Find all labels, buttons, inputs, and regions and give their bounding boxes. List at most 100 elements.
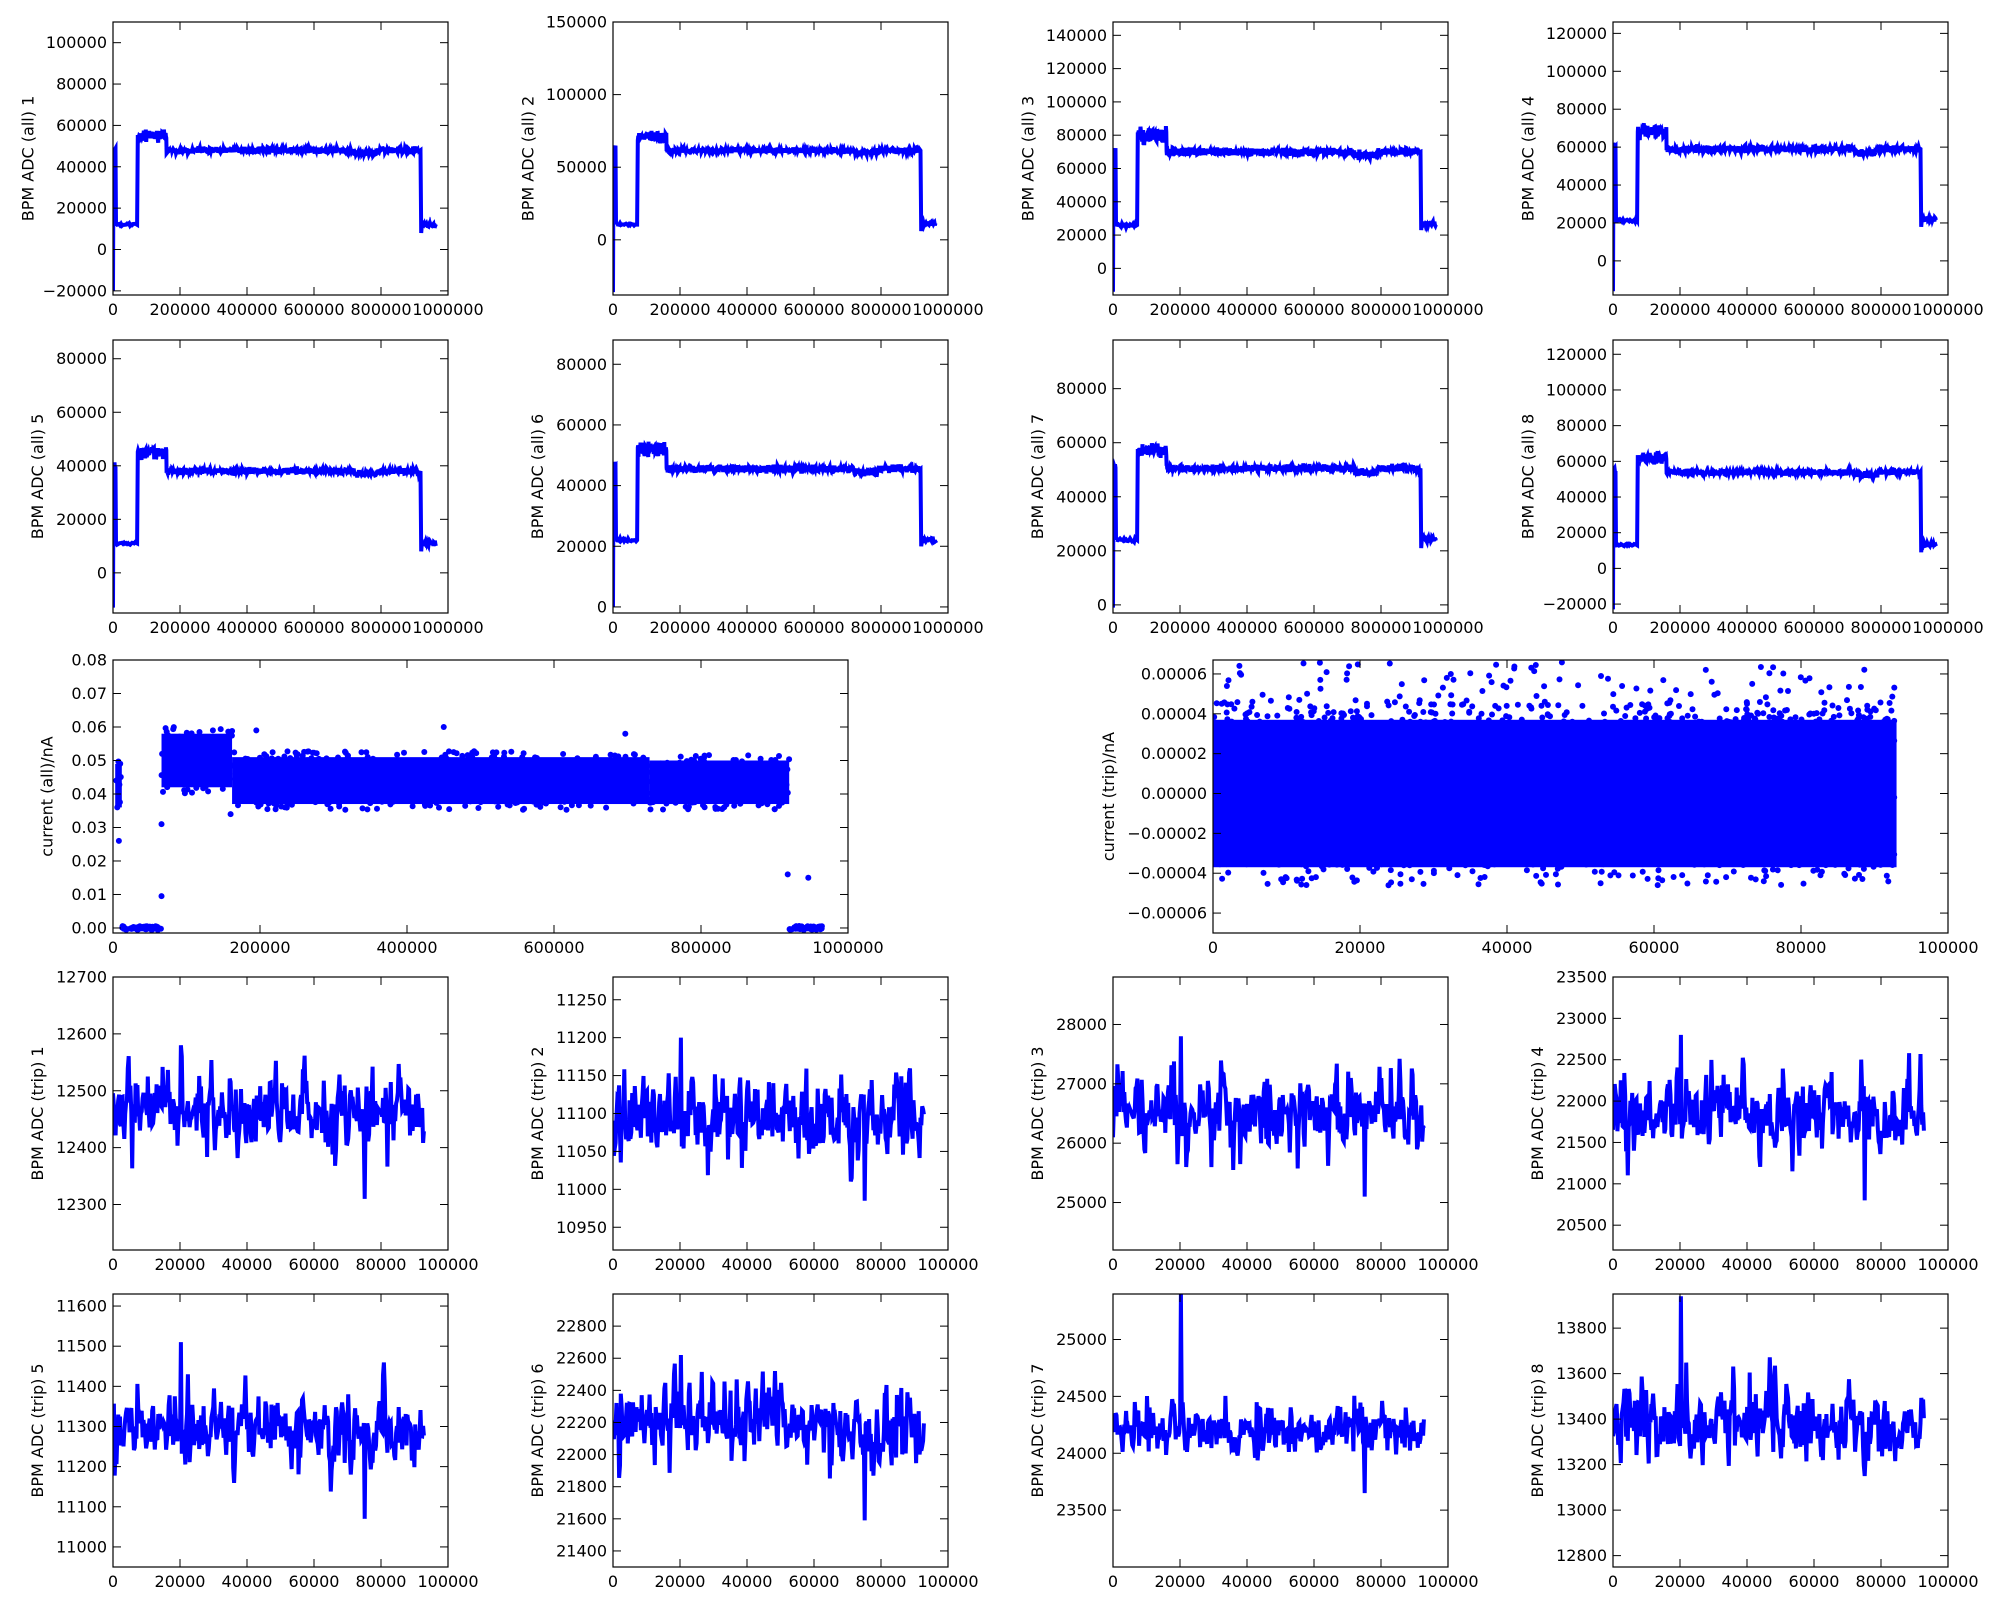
scatter-point	[1741, 726, 1748, 733]
scatter-point	[1213, 714, 1218, 720]
scatter-point	[1575, 682, 1582, 689]
scatter-point	[1391, 815, 1398, 822]
x-tick-label: 1000000	[912, 300, 983, 319]
x-tick-label: 1000000	[1912, 618, 1983, 637]
scatter-point	[1439, 684, 1446, 691]
scatter-point	[1303, 882, 1310, 888]
scatter-point	[1296, 696, 1303, 703]
scatter-point	[1263, 806, 1270, 813]
scatter-point	[1294, 877, 1300, 884]
scatter-point	[1517, 812, 1524, 819]
x-tick-label: 0	[108, 1572, 118, 1591]
scatter-point	[1644, 705, 1651, 712]
scatter-point	[143, 926, 150, 933]
scatter-point	[1272, 720, 1279, 727]
scatter-point	[1407, 718, 1414, 725]
scatter-point	[1221, 731, 1228, 738]
x-tick-label: 1000000	[812, 938, 883, 957]
scatter-point	[466, 772, 473, 779]
scatter-point	[1246, 747, 1253, 754]
scatter-point	[1766, 764, 1773, 771]
scatter-point	[1664, 700, 1671, 707]
scatter-point	[1656, 842, 1663, 849]
scatter-point	[407, 796, 414, 803]
x-tick-label: 20000	[1155, 1572, 1206, 1591]
axes-frame	[1112, 1293, 1449, 1568]
scatter-point	[404, 769, 411, 776]
scatter-point	[1632, 856, 1639, 863]
scatter-point	[1585, 759, 1592, 766]
scatter-point	[686, 774, 693, 781]
scatter-point	[1334, 853, 1341, 860]
scatter-point	[1616, 755, 1623, 762]
series-line	[113, 442, 438, 608]
scatter-point	[698, 796, 705, 803]
plot-area	[1613, 1034, 1926, 1201]
scatter-point	[1408, 766, 1415, 773]
x-tick-label: 800000	[350, 618, 411, 637]
scatter-point	[1749, 680, 1756, 687]
scatter-point	[1304, 690, 1311, 697]
scatter-point	[208, 738, 215, 744]
scatter-point	[684, 759, 691, 766]
series-line	[613, 1354, 926, 1521]
y-tick-label: 13400	[1556, 1410, 1607, 1429]
scatter-point	[268, 755, 275, 762]
scatter-point	[1385, 882, 1392, 889]
scatter-point	[1713, 878, 1720, 885]
scatter-point	[1605, 675, 1611, 682]
scatter-point	[1773, 722, 1780, 729]
scatter-point	[1562, 858, 1569, 865]
scatter-point	[247, 787, 254, 794]
scatter-point	[590, 762, 597, 768]
scatter-point	[1466, 709, 1473, 716]
scatter-point	[1453, 764, 1460, 770]
x-tick-label: 60000	[1629, 938, 1680, 957]
y-tick-label: 22400	[556, 1381, 607, 1400]
y-axis-label: BPM ADC (trip) 1	[28, 1046, 47, 1180]
scatter-point	[1874, 809, 1881, 816]
scatter-point	[1668, 845, 1675, 852]
scatter-point	[1821, 848, 1828, 855]
y-tick-label: 60000	[556, 415, 607, 434]
plot-area	[1113, 440, 1438, 608]
scatter-point	[1370, 868, 1377, 875]
scatter-point	[1880, 804, 1887, 811]
scatter-point	[1622, 808, 1629, 815]
x-tick-label: 200000	[229, 938, 290, 957]
scatter-point	[1704, 725, 1711, 732]
scatter-point	[1711, 691, 1718, 698]
scatter-point	[1826, 684, 1833, 691]
scatter-point	[1345, 751, 1352, 757]
scatter-point	[241, 768, 248, 775]
scatter-point	[1732, 716, 1739, 723]
x-tick-label: 0	[1608, 1572, 1618, 1591]
scatter-point	[1340, 851, 1347, 858]
scatter-point	[221, 778, 228, 784]
scatter-point	[1594, 822, 1601, 829]
y-tick-label: 11200	[56, 1457, 107, 1476]
scatter-point	[1236, 662, 1243, 669]
scatter-point	[284, 748, 291, 755]
scatter-point	[526, 787, 533, 794]
scatter-point	[1655, 867, 1662, 874]
scatter-point	[1844, 697, 1850, 704]
scatter-point	[549, 767, 555, 774]
scatter-point	[706, 752, 712, 759]
y-tick-label: 12300	[56, 1195, 107, 1214]
chart-panel-trip6: 0 20000 40000 60000 80000 1000002140021600218…	[528, 1293, 979, 1591]
x-tick-label: 0	[608, 1572, 618, 1591]
scatter-point	[1530, 856, 1537, 862]
scatter-point	[1662, 795, 1669, 802]
scatter-point	[1248, 703, 1255, 710]
scatter-point	[271, 791, 278, 797]
scatter-point	[176, 772, 183, 779]
scatter-point	[1271, 800, 1278, 807]
scatter-point	[467, 798, 474, 805]
scatter-point	[1891, 794, 1898, 801]
scatter-point	[1718, 761, 1725, 768]
x-tick-label: 80000	[856, 1255, 907, 1274]
scatter-point	[1542, 795, 1549, 802]
scatter-point	[1300, 732, 1307, 739]
x-tick-label: 80000	[1356, 1255, 1407, 1274]
